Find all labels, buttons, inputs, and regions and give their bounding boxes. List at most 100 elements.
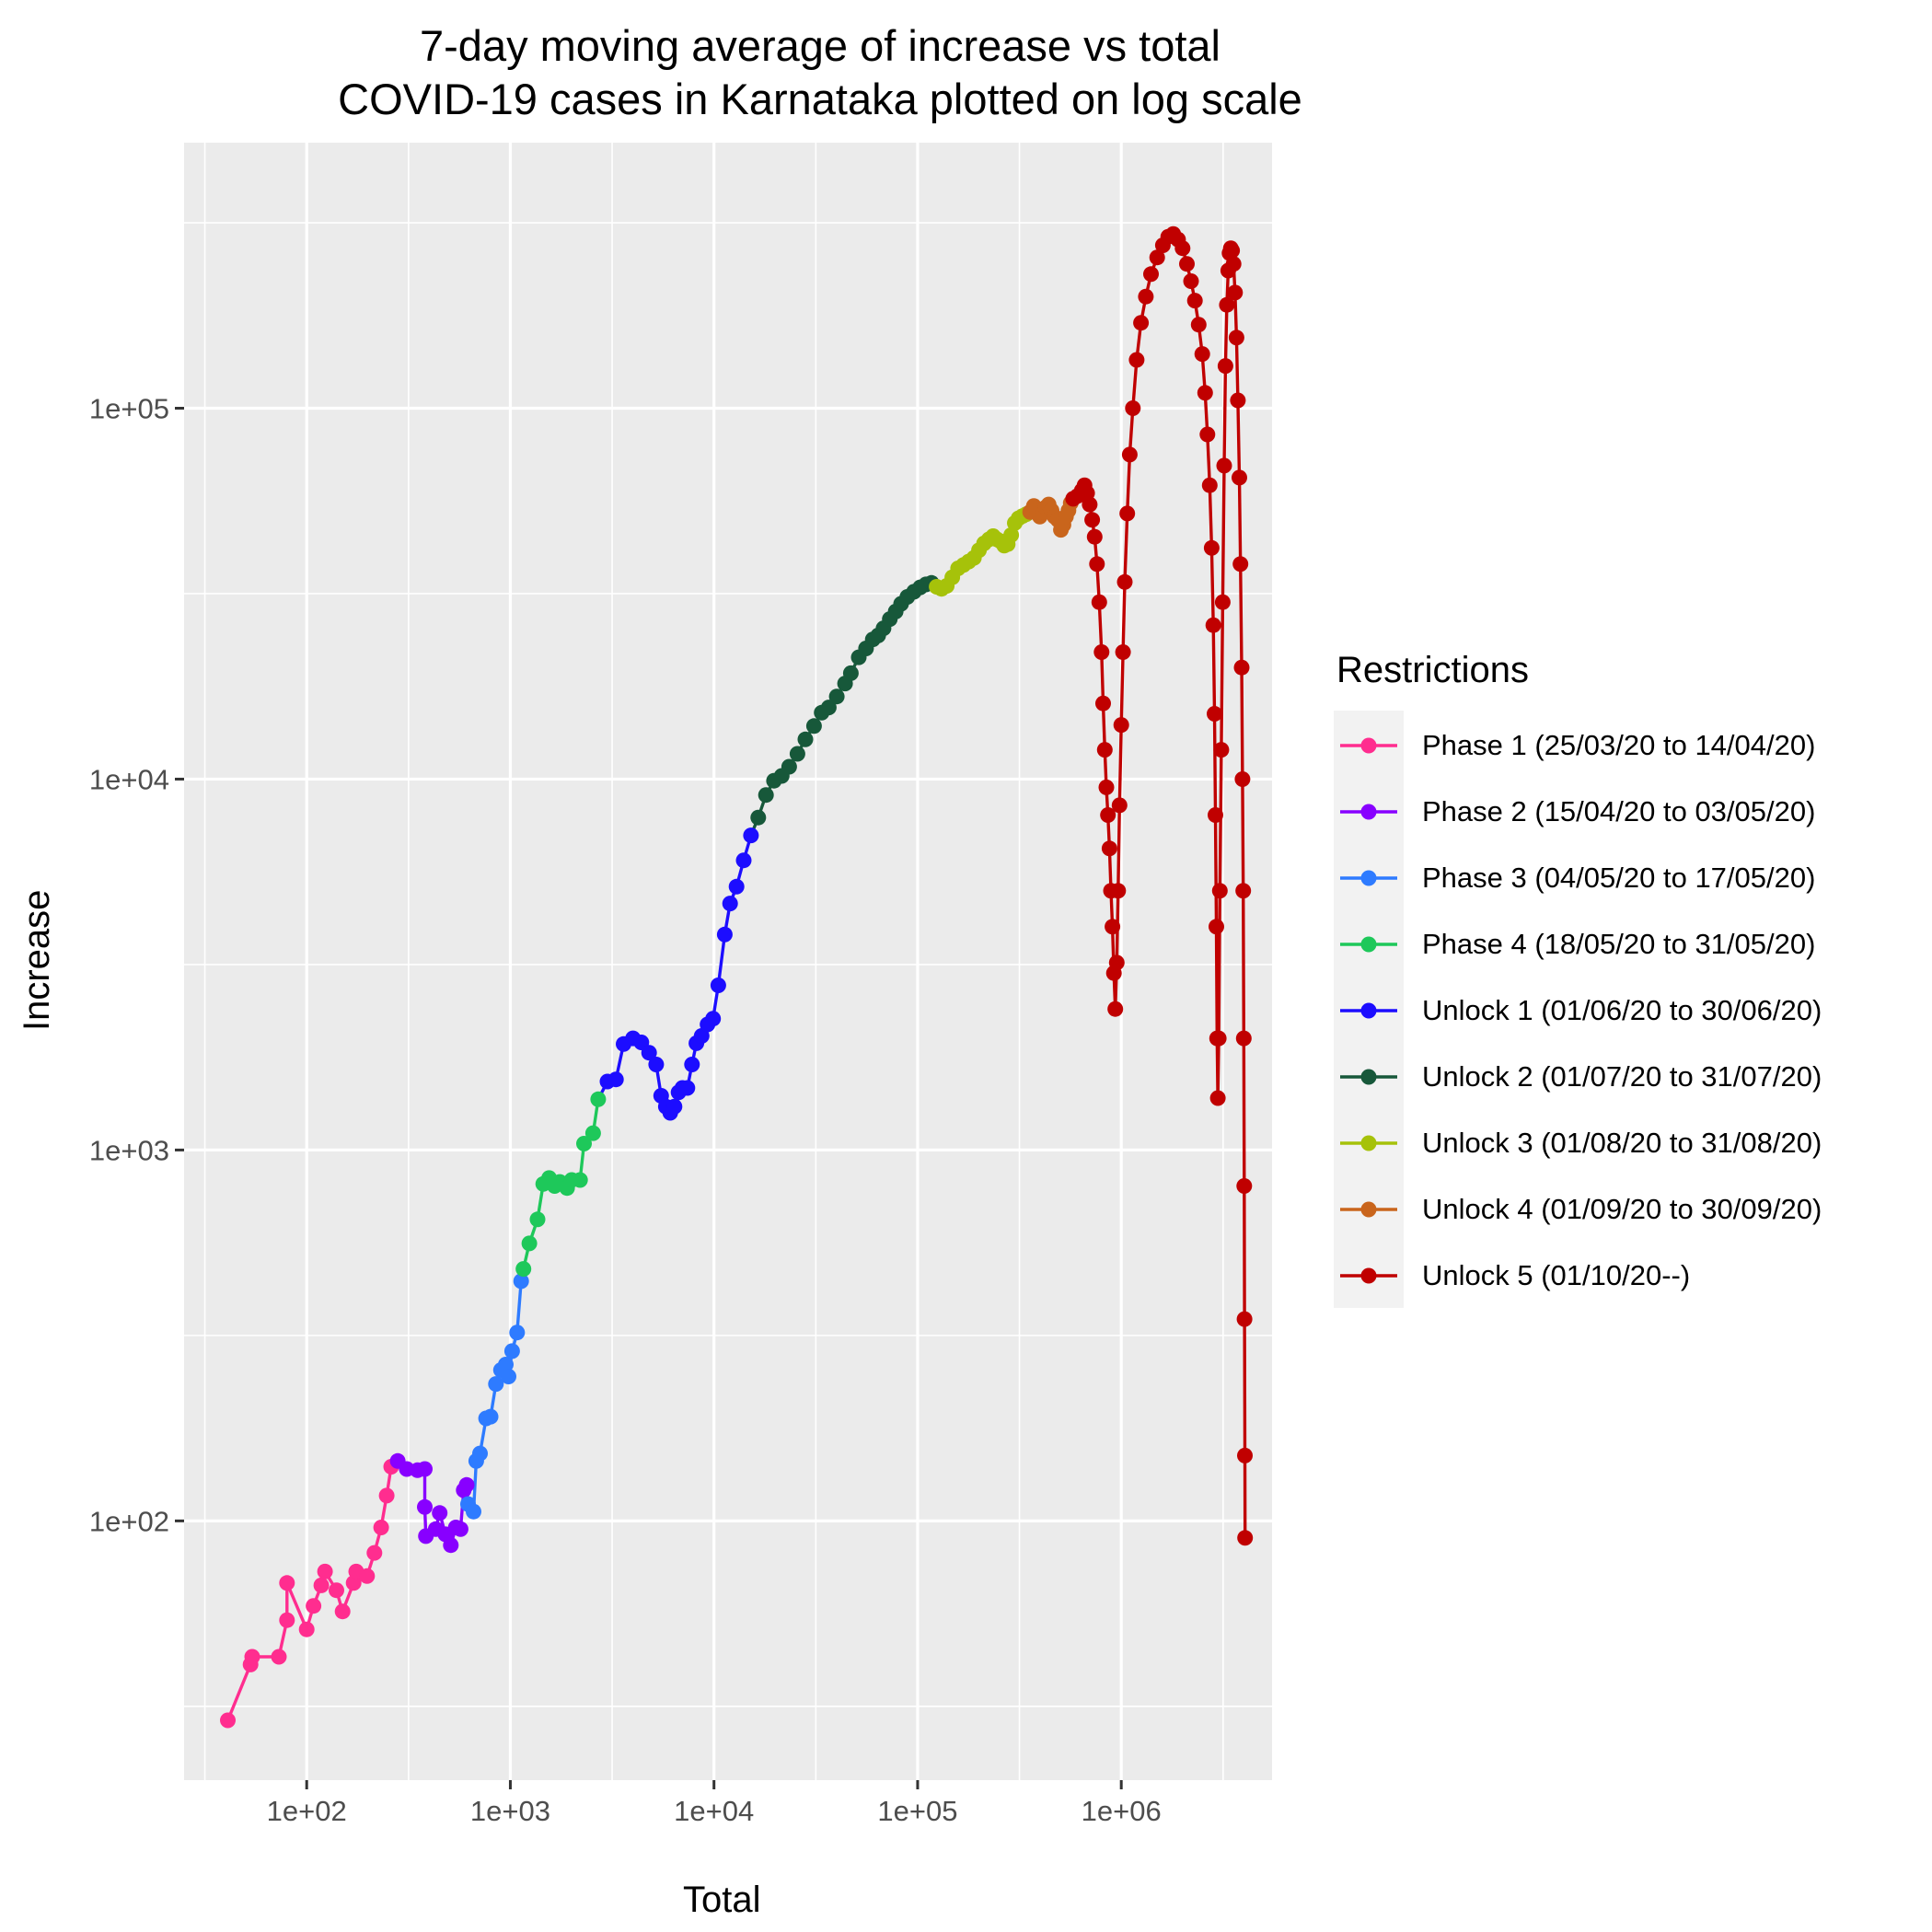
data-point [515,1261,532,1278]
data-point [513,1273,529,1290]
data-point [503,1343,520,1359]
data-point [498,1357,514,1372]
legend-swatch-point [1360,870,1377,886]
data-point [1205,617,1221,633]
data-point [1093,644,1110,660]
data-point [735,852,752,869]
data-point [1128,352,1145,368]
data-point [1003,526,1020,543]
data-point [1230,392,1246,409]
data-point [1233,659,1250,676]
legend-item: Phase 1 (25/03/20 to 14/04/20) [1334,712,1923,779]
data-point [842,665,859,681]
data-point [521,1235,538,1252]
chart-title-line-1: 7-day moving average of increase vs tota… [420,21,1221,70]
data-point [1217,358,1233,375]
data-point [1101,840,1117,857]
data-point [329,1582,344,1599]
legend-swatch [1340,936,1397,953]
x-tick-label: 1e+05 [877,1795,957,1827]
data-point [693,1028,710,1044]
data-point [472,1445,488,1462]
data-point [1210,1030,1227,1047]
data-point [1227,284,1244,301]
data-point [334,1603,351,1620]
data-point [1105,919,1121,935]
data-point [378,1487,395,1504]
y-tick-label: 1e+03 [89,1134,169,1166]
data-point [1149,249,1165,266]
data-point [828,688,845,705]
legend-label: Phase 3 (04/05/20 to 17/05/20) [1422,862,1816,894]
data-point [1234,771,1251,787]
legend-swatch-point [1360,1002,1377,1019]
data-point [1138,288,1154,305]
data-point [220,1712,236,1729]
data-point [728,878,745,895]
data-point [359,1568,376,1584]
legend-item: Unlock 1 (01/06/20 to 30/06/20) [1334,978,1923,1044]
data-point [1237,1447,1253,1463]
data-point [1207,706,1222,722]
data-point [1108,954,1125,971]
data-point [1236,1311,1253,1327]
data-point [1119,505,1136,522]
data-point [666,1098,683,1115]
legend-label: Phase 1 (25/03/20 to 14/04/20) [1422,729,1816,761]
x-tick-label: 1e+02 [267,1795,347,1827]
data-point [1209,1090,1226,1106]
data-point [1183,273,1199,289]
data-point [1190,317,1207,333]
data-point [1209,919,1224,935]
data-point [1203,539,1220,556]
legend-item: Phase 2 (15/04/20 to 03/05/20) [1334,779,1923,845]
data-point [443,1537,459,1554]
legend-label: Phase 4 (18/05/20 to 31/05/20) [1422,928,1816,960]
data-point [317,1563,333,1579]
data-point [1115,644,1131,660]
legend-swatch [1340,1135,1397,1151]
data-point [1235,1030,1252,1047]
data-point [789,746,805,762]
data-point [684,1057,700,1072]
data-point [607,1071,624,1088]
data-point [743,827,759,844]
data-point [1111,797,1128,814]
data-point [590,1091,607,1107]
data-point [417,1498,433,1515]
data-point [501,1369,516,1384]
data-point [1133,315,1150,331]
legend-swatch-point [1360,737,1377,754]
legend-swatch-point [1360,936,1377,953]
data-point [279,1575,295,1591]
legend-swatch [1340,1069,1397,1085]
data-point [298,1621,315,1637]
data-point [576,1136,592,1151]
legend-swatch [1340,1201,1397,1218]
data-point [1236,1178,1253,1194]
data-point [488,1376,504,1393]
data-point [641,1045,657,1061]
data-point [1125,400,1141,416]
legend-item: Unlock 4 (01/09/20 to 30/09/20) [1334,1176,1923,1243]
data-point [271,1649,287,1665]
data-point [758,787,774,804]
legend-swatch-point [1360,804,1377,820]
data-point [466,1503,481,1520]
data-point [366,1544,383,1561]
data-point [1213,742,1230,758]
data-point [1211,883,1228,899]
legend-title: Restrictions [1336,650,1529,690]
data-point [705,1011,722,1027]
data-point [1143,266,1159,283]
x-tick-label: 1e+04 [674,1795,754,1827]
data-point [1082,496,1098,513]
data-point [1232,469,1247,486]
data-point [458,1476,475,1493]
chart-title-line-2: COVID-19 cases in Karnataka plotted on l… [338,75,1302,123]
legend-swatch [1340,1002,1397,1019]
legend-label: Phase 2 (15/04/20 to 03/05/20) [1422,795,1816,827]
data-point [820,700,837,716]
